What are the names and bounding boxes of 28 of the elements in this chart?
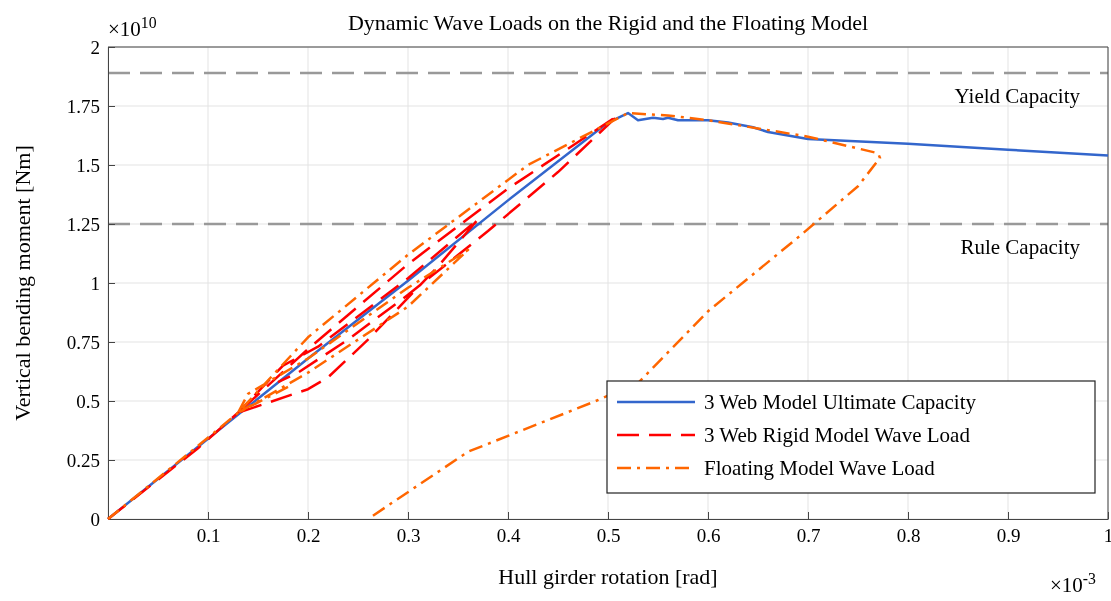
y-tick-label: 0.75	[66, 331, 100, 353]
text: ×10$^{-3}$	[1050, 569, 1097, 597]
x-tick-label: 0.7	[796, 525, 821, 547]
x-axis-title: Hull girder rotation [rad]	[498, 564, 718, 589]
y-tick-label: 1	[90, 272, 100, 294]
x-tick-label: 0.8	[896, 525, 921, 547]
x-tick-label: 0.6	[696, 525, 721, 547]
ref-line-label: Rule Capacity	[960, 235, 1081, 259]
legend-label: 3 Web Rigid Model Wave Load	[704, 423, 971, 447]
ref-line-label: Yield Capacity	[954, 83, 1081, 108]
y-axis-title: Vertical bending moment [Nm]	[10, 145, 35, 421]
x-tick-label: 0.9	[996, 525, 1021, 547]
y-tick-label: 1.5	[76, 154, 100, 176]
x-tick-label: 0.1	[196, 525, 221, 547]
chart-title: Dynamic Wave Loads on the Rigid and the Floating Model	[347, 10, 869, 35]
y-tick-label: 1.25	[66, 213, 100, 235]
legend-label: Floating Model Wave Load	[704, 456, 936, 480]
y-tick-label: 0.5	[76, 390, 100, 412]
y-tick-label: 0.25	[66, 449, 100, 471]
x-tick-label: 0.3	[396, 525, 421, 547]
y-tick-label: 2	[90, 36, 100, 58]
y-tick-label: 1.75	[66, 95, 100, 117]
text: ×10$^{10}$	[108, 13, 157, 41]
x-tick-label: 0.4	[496, 525, 521, 547]
legend-label: 3 Web Model Ultimate Capacity	[704, 390, 977, 414]
x-tick-label: 0.2	[296, 525, 321, 547]
x-tick-label: 0.5	[596, 525, 621, 547]
y-tick-label: 0	[90, 508, 100, 530]
